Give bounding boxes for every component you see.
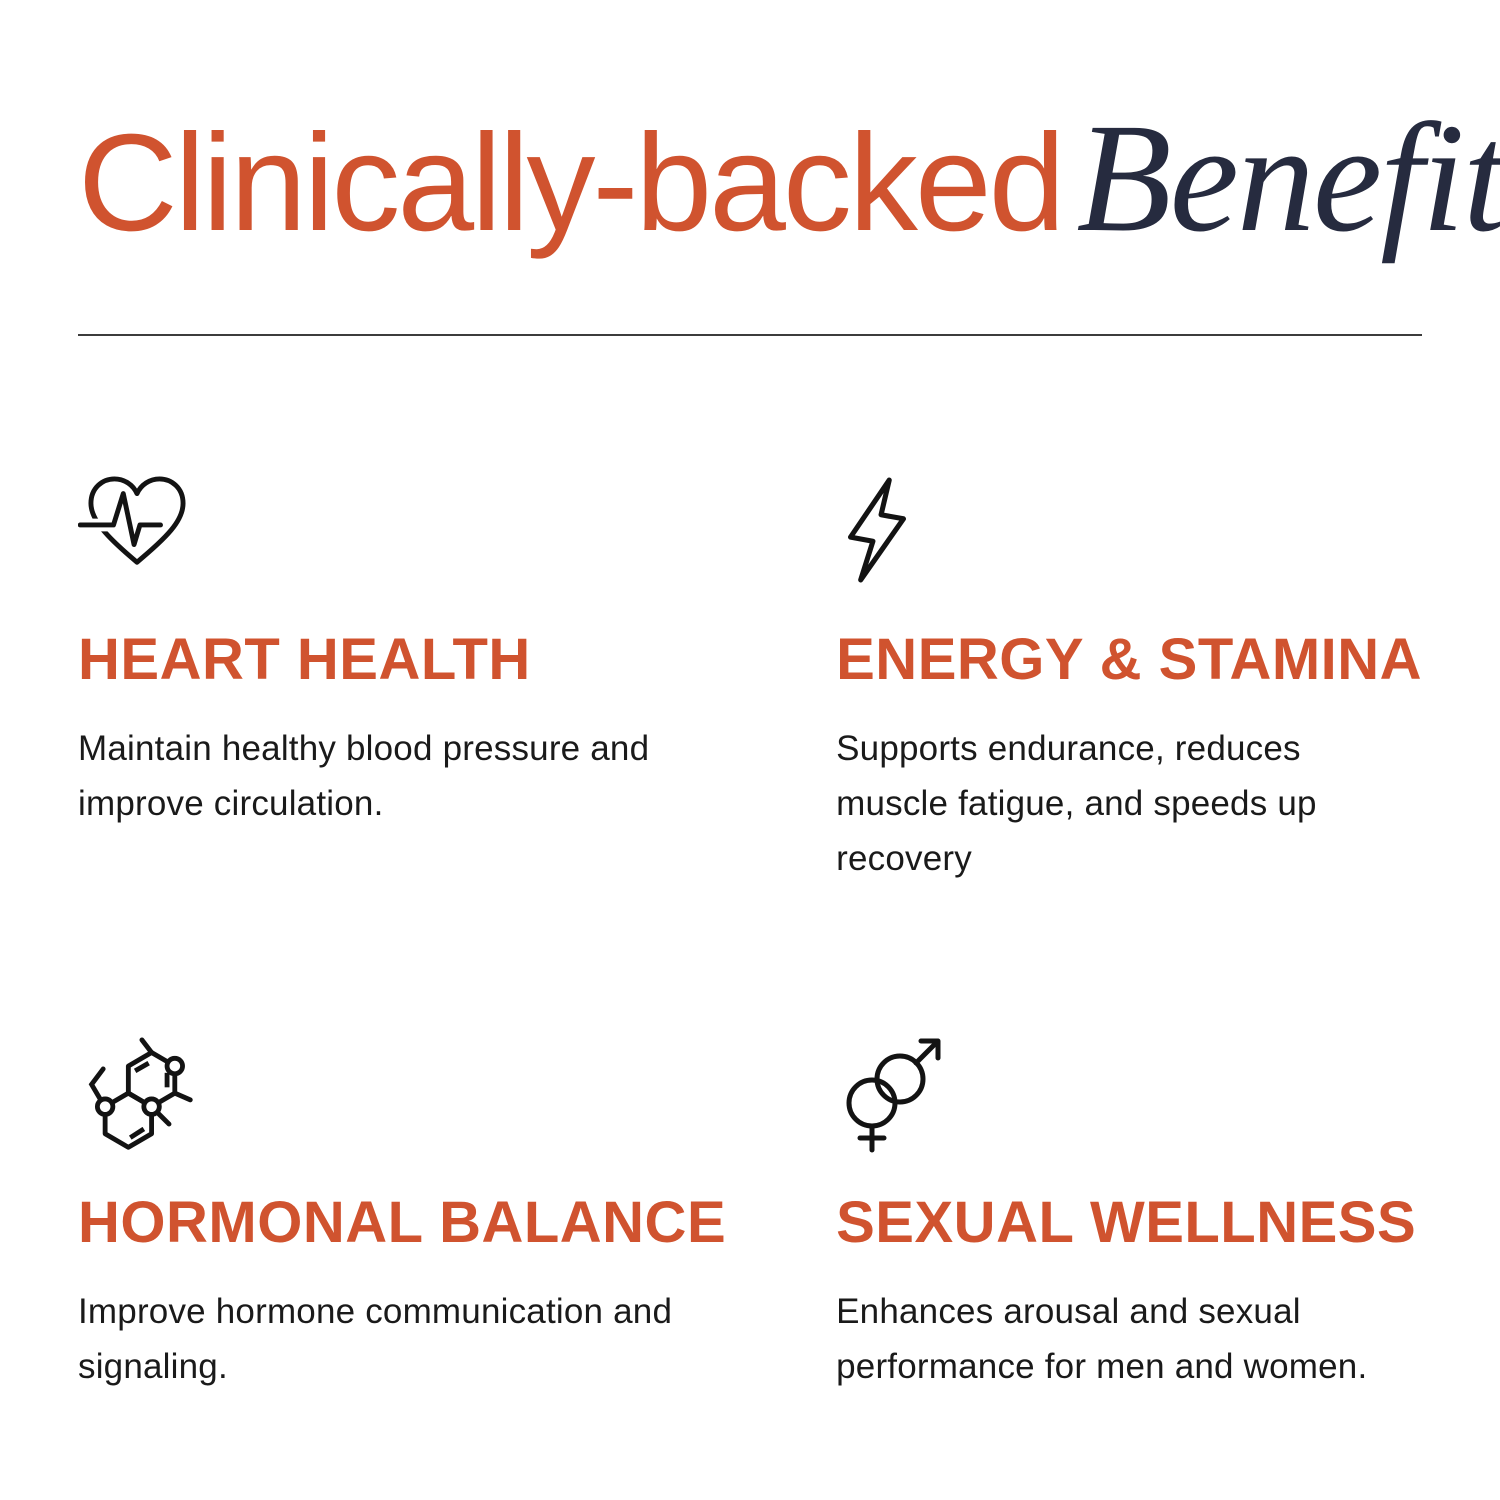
benefit-heading: ENERGY & STAMINA: [836, 627, 1423, 692]
benefit-card-heart-health: HEART HEALTH Maintain healthy blood pres…: [78, 474, 726, 887]
benefit-card-hormonal-balance: HORMONAL BALANCE Improve hormone communi…: [78, 1037, 726, 1394]
benefit-heading: SEXUAL WELLNESS: [836, 1189, 1417, 1255]
page-title-secondary: Benefits: [1076, 91, 1500, 264]
benefits-grid: HEART HEALTH Maintain healthy blood pres…: [78, 474, 1422, 1394]
gender-symbols-icon: [836, 1037, 1422, 1153]
heart-pulse-icon: [78, 474, 726, 588]
lightning-bolt-icon: [836, 474, 1422, 588]
benefit-description: Supports endurance, reduces muscle fatig…: [836, 728, 1317, 879]
molecule-icon: [78, 1037, 726, 1151]
benefit-heading: HORMONAL BALANCE: [78, 1189, 727, 1255]
benefit-description: Maintain healthy blood pressure and impr…: [78, 728, 650, 824]
page-title: Clinically-backedBenefits: [78, 0, 1500, 256]
benefit-description: Enhances arousal and sexual performance …: [836, 1291, 1368, 1386]
benefit-card-sexual-wellness: SEXUAL WELLNESS Enhances arousal and sex…: [836, 1037, 1422, 1394]
page-title-primary: Clinically-backed: [78, 106, 1065, 260]
benefit-card-energy-stamina: ENERGY & STAMINA Supports endurance, red…: [836, 474, 1422, 887]
benefit-heading: HEART HEALTH: [78, 627, 531, 692]
benefit-description: Improve hormone communication and signal…: [78, 1291, 673, 1386]
divider: [78, 334, 1422, 336]
